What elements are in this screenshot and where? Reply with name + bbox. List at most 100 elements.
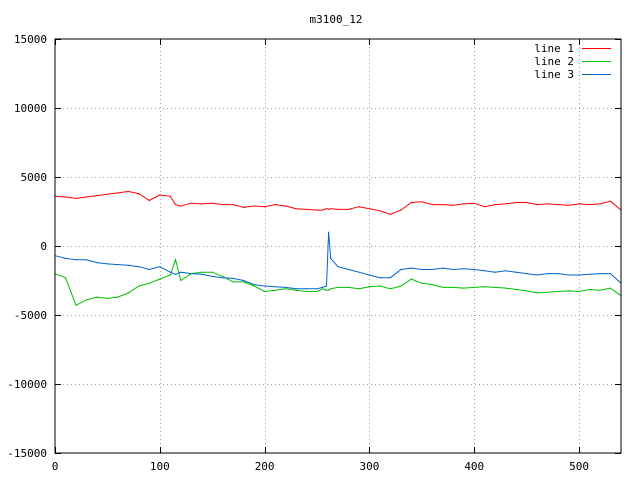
data-point: [337, 286, 339, 288]
data-point: [368, 286, 370, 288]
data-point: [253, 284, 255, 286]
data-point: [379, 277, 381, 279]
x-tick-label: 100: [150, 460, 170, 473]
data-point: [232, 204, 234, 206]
data-point: [463, 268, 465, 270]
data-point: [159, 266, 161, 268]
data-point: [321, 286, 323, 288]
data-point: [578, 203, 580, 205]
data-point: [321, 288, 323, 290]
data-point: [494, 286, 496, 288]
data-point: [599, 273, 601, 275]
data-point: [599, 203, 601, 205]
data-point: [169, 274, 171, 276]
legend-label: line 3: [534, 68, 574, 81]
data-point: [368, 208, 370, 210]
data-point: [201, 271, 203, 273]
y-tick-label: 5000: [21, 171, 48, 184]
data-point: [589, 288, 591, 291]
data-point: [389, 277, 391, 279]
data-point: [494, 271, 496, 273]
data-point: [452, 268, 454, 271]
data-point: [410, 267, 412, 269]
x-tick-label: 0: [52, 460, 59, 473]
data-point: [85, 299, 87, 301]
data-point: [557, 290, 559, 293]
data-point: [190, 273, 192, 275]
data-point: [330, 257, 332, 259]
data-point: [106, 263, 108, 265]
data-point: [325, 289, 328, 291]
data-point: [201, 273, 203, 275]
x-tick-label: 300: [360, 460, 380, 473]
data-point: [138, 193, 140, 195]
data-point: [180, 205, 182, 207]
data-point: [400, 209, 402, 211]
data-point: [211, 271, 213, 273]
data-point: [148, 282, 150, 284]
data-point: [568, 274, 570, 276]
data-point: [347, 286, 350, 288]
data-point: [609, 273, 612, 275]
data-point: [473, 268, 475, 271]
data-point: [148, 268, 150, 271]
data-point: [599, 289, 601, 291]
x-tick-label: 400: [464, 460, 484, 473]
data-point: [347, 268, 350, 271]
data-point: [484, 206, 486, 208]
data-point: [222, 204, 224, 206]
data-point: [232, 281, 234, 283]
y-tick-label: 0: [40, 240, 47, 253]
data-point: [568, 204, 570, 206]
data-point: [589, 273, 591, 275]
data-point: [505, 287, 507, 289]
data-point: [96, 262, 98, 264]
grid-lines: [55, 39, 621, 453]
data-point: [64, 257, 67, 259]
data-point: [211, 202, 213, 204]
data-point: [442, 286, 444, 288]
data-point: [358, 206, 360, 208]
series-line-1: [54, 190, 622, 215]
data-point: [117, 296, 119, 298]
data-point: [264, 290, 266, 293]
data-point: [421, 268, 423, 271]
data-point: [117, 192, 119, 194]
data-point: [295, 208, 297, 210]
data-point: [505, 203, 507, 205]
data-point: [515, 271, 517, 273]
data-point: [243, 206, 245, 208]
data-point: [274, 204, 276, 206]
data-point: [148, 199, 150, 202]
data-point: [330, 288, 332, 290]
data-point: [64, 196, 67, 198]
data-point: [515, 288, 517, 291]
data-point: [127, 190, 129, 193]
data-point: [285, 205, 287, 207]
data-point: [295, 288, 297, 290]
data-point: [232, 277, 234, 279]
data-point: [243, 279, 245, 282]
data-point: [536, 292, 538, 294]
data-point: [285, 286, 287, 288]
y-tick-label: -5000: [14, 309, 47, 322]
data-point: [568, 290, 570, 292]
data-point: [75, 197, 77, 199]
y-tick-label: -10000: [7, 378, 47, 391]
x-tick-label: 500: [569, 460, 589, 473]
data-point: [174, 259, 177, 261]
data-point: [358, 271, 360, 273]
data-point: [325, 208, 328, 210]
data-point: [452, 286, 454, 288]
data-point: [127, 264, 129, 266]
data-point: [431, 204, 433, 206]
data-point: [243, 281, 245, 283]
data-point: [306, 208, 308, 210]
data-point: [75, 259, 77, 261]
data-point: [505, 270, 507, 272]
data-point: [400, 268, 402, 271]
data-point: [127, 292, 129, 294]
data-point: [295, 289, 297, 291]
data-point: [526, 201, 528, 204]
